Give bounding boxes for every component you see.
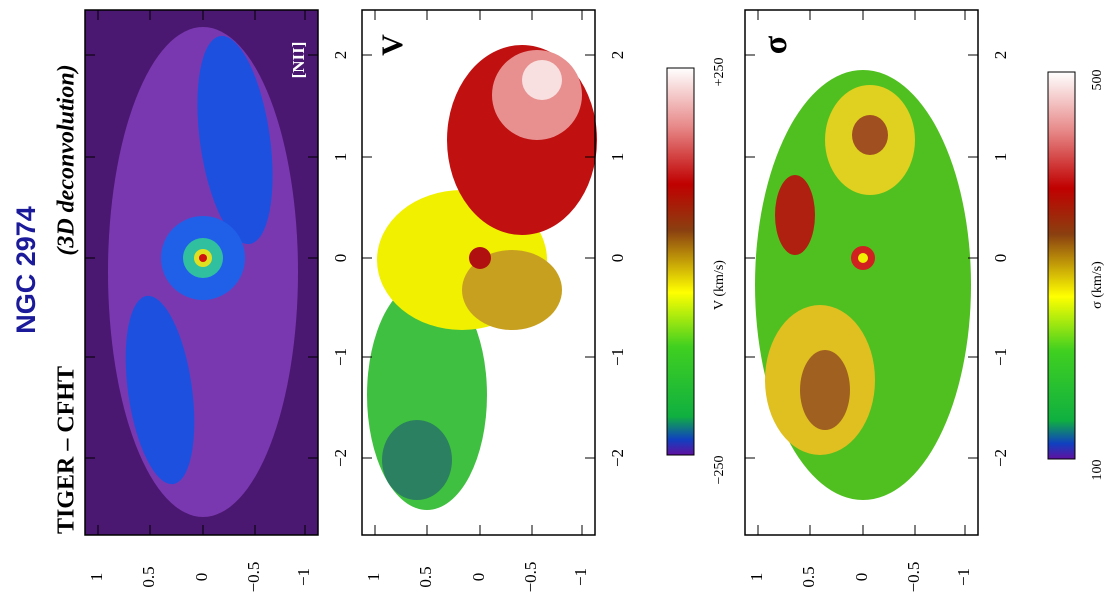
panel-label: V [376,34,409,56]
colorbar [666,67,695,456]
x-tick-label: −1 [331,348,350,366]
subtitle: TIGER – CFHT [54,366,80,534]
panel-frame [84,9,319,536]
x-tick-label: 2 [608,51,627,60]
y-tick-label: −1 [294,568,313,586]
x-tick-label: 1 [608,153,627,162]
title: NGC 2974 [11,206,41,334]
x-tick-label: −2 [608,449,627,467]
colorbar-min: −250 [712,456,727,485]
x-tick-label: −1 [991,348,1010,366]
y-tick-label: −1 [954,568,973,586]
y-tick-label: −0.5 [904,562,923,593]
panel-frame [744,9,979,536]
panel-label: σ [757,35,794,54]
x-tick-label: 1 [991,153,1010,162]
intensity-map [85,10,318,535]
y-tick-label: 0 [852,573,871,582]
x-tick-label: 0 [331,254,350,263]
x-tick-label: −1 [608,348,627,366]
y-tick-label: 0 [192,573,211,582]
colorbar [1047,71,1076,460]
note: (3D deconvolution) [54,64,80,255]
x-tick-label: −2 [331,449,350,467]
y-tick-label: 0.5 [139,566,158,587]
y-tick-label: 1 [747,573,766,582]
dispersion-map [745,10,978,535]
y-tick-label: −0.5 [521,562,540,593]
panel-frame [361,9,596,536]
x-tick-label: 2 [991,51,1010,60]
x-tick-label: 0 [991,254,1010,263]
y-tick-label: 0.5 [416,566,435,587]
y-tick-label: −0.5 [244,562,263,593]
x-tick-label: 1 [331,153,350,162]
colorbar-label: V (km/s) [712,260,727,310]
colorbar-max: 500 [1090,70,1105,91]
colorbar-max: +250 [712,58,727,87]
velocity-map [362,10,597,535]
y-tick-label: 0 [469,573,488,582]
x-tick-label: −2 [991,449,1010,467]
y-tick-label: 1 [87,573,106,582]
y-tick-label: 0.5 [799,566,818,587]
x-tick-label: 2 [331,51,350,60]
y-tick-label: 1 [364,573,383,582]
panel-label: [NII] [289,42,308,79]
y-tick-label: −1 [571,568,590,586]
x-tick-label: 0 [608,254,627,263]
colorbar-min: 100 [1090,460,1105,481]
colorbar-label: σ (km/s) [1090,261,1105,309]
